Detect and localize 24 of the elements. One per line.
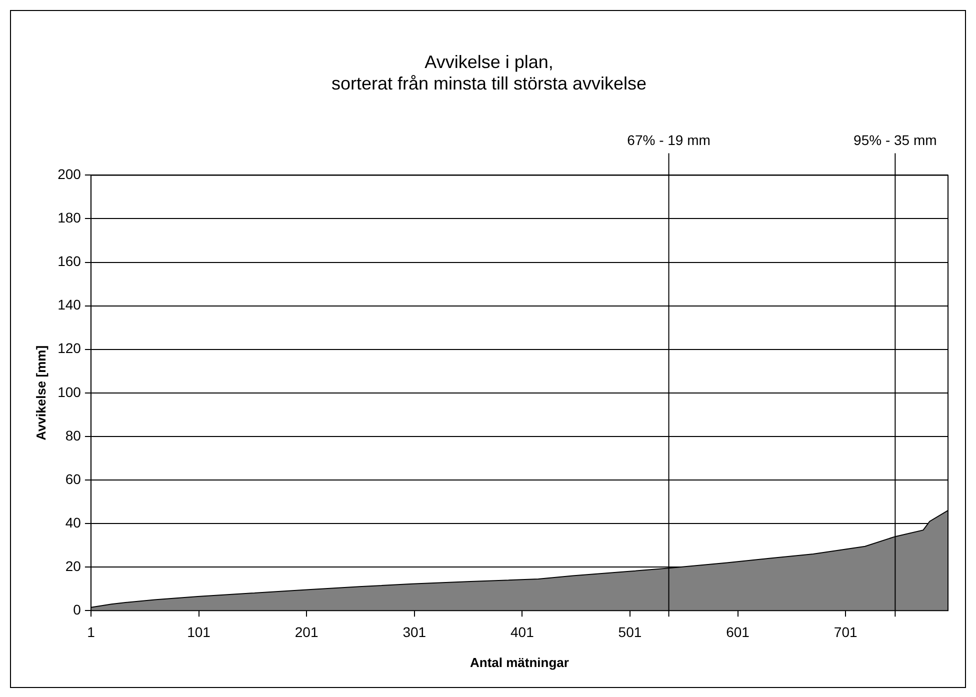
y-tick-label: 140 — [58, 296, 82, 313]
y-tick-label: 100 — [58, 384, 82, 400]
x-tick-label: 1 — [87, 624, 96, 640]
x-tick-label: 401 — [510, 624, 534, 640]
x-tick-label: 601 — [726, 624, 750, 640]
y-tick-label: 200 — [58, 166, 82, 182]
y-tick-label: 80 — [65, 427, 82, 444]
y-tick-label: 120 — [58, 340, 82, 356]
y-tick-label: 180 — [58, 210, 82, 226]
y-tick-label: 20 — [65, 558, 82, 574]
y-tick-label: 160 — [58, 253, 82, 270]
x-tick-label: 101 — [187, 624, 211, 640]
x-tick-label: 501 — [618, 624, 642, 640]
y-tick-label: 0 — [73, 601, 82, 618]
y-tick-label: 60 — [65, 470, 82, 487]
x-tick-label: 201 — [294, 624, 318, 640]
ref-line-label: 95% - 35 mm — [854, 132, 937, 148]
x-tick-label: 301 — [402, 624, 426, 640]
y-axis-title: Avvikelse [mm] — [33, 345, 48, 440]
y-tick-label: 40 — [65, 514, 82, 530]
chart-title: Avvikelse i plan, sorterat från minsta till största avvikelse — [331, 52, 647, 94]
x-tick-label: 701 — [834, 624, 858, 640]
ref-line-label: 67% - 19 mm — [627, 132, 710, 148]
x-axis-title: Antal mätningar — [470, 654, 569, 670]
